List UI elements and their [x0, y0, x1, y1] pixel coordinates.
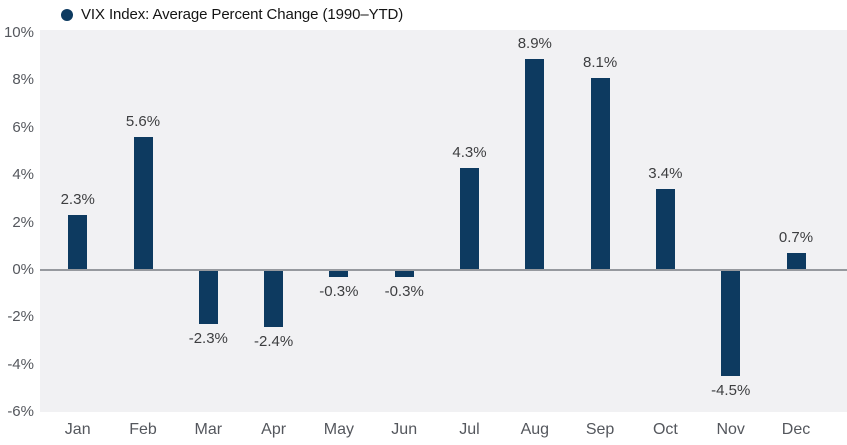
x-tick-label-mar: Mar [194, 421, 223, 438]
x-tick-label-jun: Jun [391, 421, 418, 438]
bar-jan [68, 215, 88, 270]
chart-title: VIX Index: Average Percent Change (1990–… [81, 6, 404, 23]
data-label-aug: 8.9% [517, 35, 552, 53]
bar-aug [525, 59, 545, 270]
bar-sep [590, 78, 610, 270]
data-label-sep: 8.1% [582, 54, 618, 71]
bar-feb [133, 137, 153, 270]
x-tick-label-sep: Sep [585, 421, 615, 438]
data-label-may: -0.3% [319, 282, 359, 300]
bar-dec [786, 253, 806, 270]
bar-mar [198, 269, 218, 325]
bar-oct [655, 189, 675, 270]
plot-area [40, 30, 847, 412]
data-label-mar: -2.3% [188, 330, 228, 348]
x-tick-label-aug: Aug [520, 421, 550, 438]
x-tick-label-jan: Jan [64, 421, 91, 438]
zero-baseline [40, 268, 847, 271]
x-tick-label-oct: Oct [652, 421, 678, 438]
bar-apr [264, 269, 284, 327]
y-tick-label--4: -4% [7, 355, 34, 373]
y-tick-label-4: 4% [12, 166, 34, 184]
x-tick-label-jul: Jul [459, 421, 480, 438]
y-tick-label-10: 10% [3, 24, 34, 41]
data-label-dec: 0.7% [778, 229, 814, 247]
x-tick-label-dec: Dec [781, 421, 811, 438]
data-label-feb: 5.6% [125, 113, 161, 131]
bar-jul [460, 168, 479, 270]
x-tick-label-apr: Apr [261, 421, 287, 438]
y-tick-label--6: -6% [7, 403, 34, 420]
bar-may [329, 269, 349, 277]
y-tick-label-8: 8% [12, 71, 34, 89]
y-tick-label-2: 2% [12, 213, 34, 231]
data-label-oct: 3.4% [648, 165, 683, 183]
data-label-apr: -2.4% [254, 332, 294, 350]
data-label-jun: -0.3% [384, 282, 424, 300]
y-tick-label-0: 0% [12, 260, 34, 278]
bar-jun [394, 269, 414, 277]
x-tick-label-may: May [323, 421, 355, 438]
chart-legend: VIX Index: Average Percent Change (1990–… [61, 6, 403, 23]
data-label-nov: -4.5% [711, 382, 751, 400]
data-label-jan: 2.3% [60, 191, 95, 209]
x-tick-label-nov: Nov [716, 421, 745, 438]
y-tick-label--2: -2% [7, 308, 34, 326]
y-tick-label-6: 6% [12, 118, 34, 136]
x-tick-label-feb: Feb [129, 421, 157, 438]
legend-bullet-icon [61, 8, 73, 21]
bar-nov [721, 269, 741, 377]
data-label-jul: 4.3% [452, 144, 487, 162]
